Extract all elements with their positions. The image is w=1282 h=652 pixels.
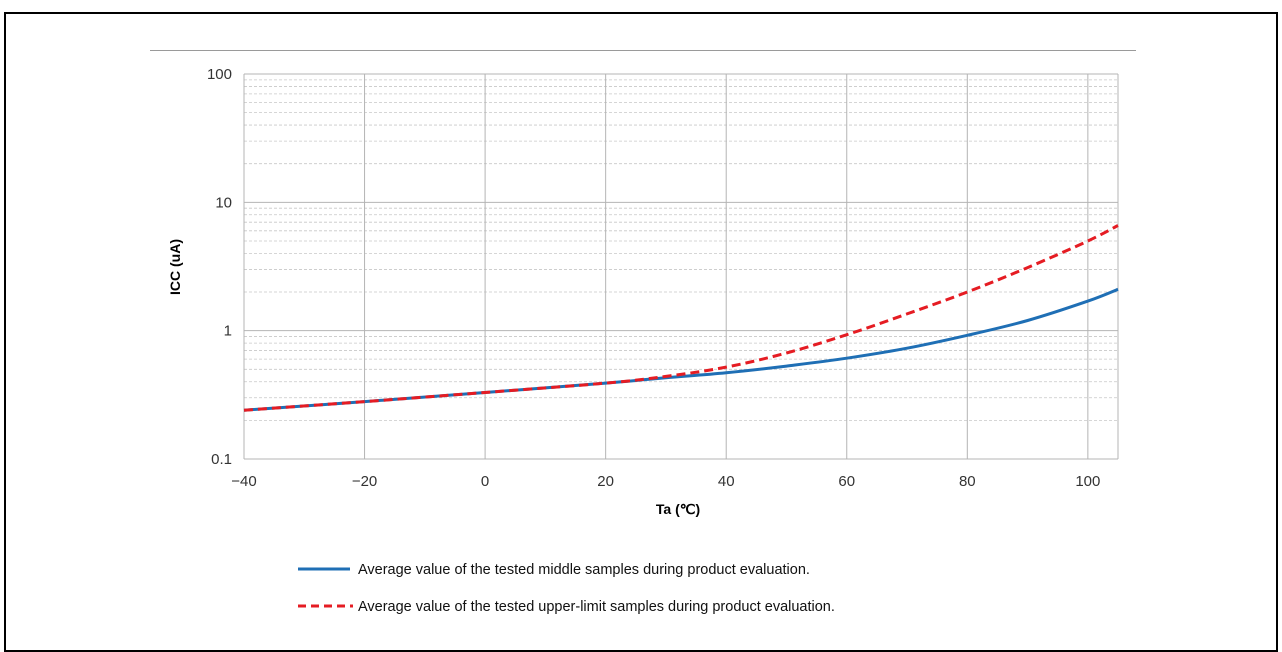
x-tick-label: 40 (718, 473, 735, 490)
x-tick-label: 20 (597, 473, 614, 490)
x-tick-label: 0 (481, 473, 489, 490)
legend-label-middle: Average value of the tested middle sampl… (358, 562, 810, 578)
series-layer (243, 224, 1119, 412)
top-rule (150, 50, 1136, 51)
y-tick-label: 0.1 (211, 451, 232, 468)
minor-gridlines (244, 79, 1118, 421)
series-line-middle (243, 287, 1119, 412)
x-tick-label: −20 (352, 473, 377, 490)
y-tick-label: 10 (215, 194, 232, 211)
legend-label-upper: Average value of the tested upper-limit … (358, 599, 835, 615)
icc-vs-temperature-chart: −40 −20 0 20 40 60 80 100 0.1 1 10 100 Ta (℃) ICC … (167, 66, 1119, 615)
y-axis-title: ICC (uA) (167, 239, 183, 295)
y-tick-label: 1 (224, 323, 232, 340)
series-line-upper-limit (243, 224, 1119, 412)
x-tick-labels: −40 −20 0 20 40 60 80 100 (231, 473, 1100, 490)
major-gridlines (243, 73, 1119, 460)
x-tick-label: 100 (1075, 473, 1100, 490)
x-tick-label: −40 (231, 473, 256, 490)
y-tick-labels: 0.1 1 10 100 (207, 66, 232, 468)
x-tick-label: 60 (838, 473, 855, 490)
x-tick-label: 80 (959, 473, 976, 490)
y-tick-label: 100 (207, 66, 232, 83)
x-axis-title: Ta (℃) (656, 501, 700, 517)
legend: Average value of the tested middle sampl… (298, 562, 835, 615)
